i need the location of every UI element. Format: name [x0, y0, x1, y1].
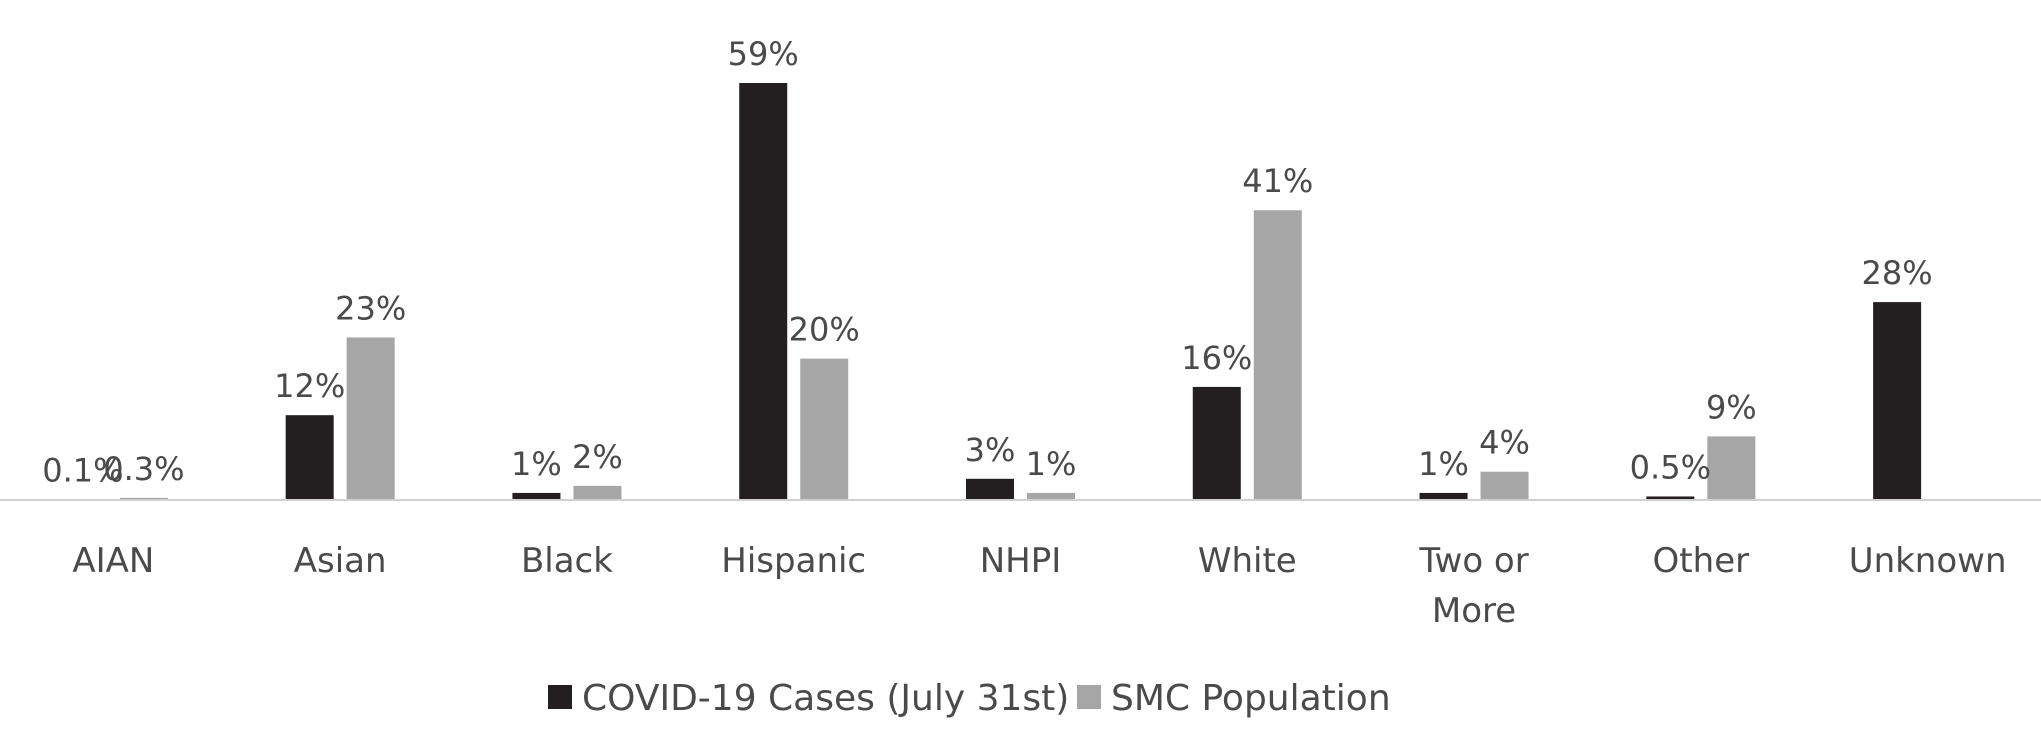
value-label-hispanic-smc-population: 20% [789, 311, 860, 349]
category-label-other: Other [1653, 541, 1750, 581]
bar-white-covid-cases [1192, 386, 1241, 500]
value-labels-layer: 0.1%0.3% 12% 23% 1% 2% 59% 20% 3% 1% 16% 41% 1% 4% 0.… [42, 35, 1932, 489]
value-label-black-covid-cases: 1% [511, 445, 562, 483]
bar-hispanic-smc-population [800, 358, 849, 500]
legend: COVID-19 Cases (July 31st) SMC Population [548, 678, 1391, 719]
value-label-aian-covid-cases: 0.1% [42, 451, 123, 489]
value-label-hispanic-covid-cases: 59% [728, 35, 799, 73]
bar-nhpi-covid-cases [966, 478, 1014, 500]
category-label-aian: AIAN [72, 541, 154, 581]
category-label-asian: Asian [294, 541, 387, 581]
bar-asian-smc-population [346, 337, 395, 500]
value-label-asian-covid-cases: 12% [274, 367, 345, 405]
category-label-white: White [1198, 541, 1297, 581]
category-label-hispanic: Hispanic [721, 541, 866, 581]
value-label-other-smc-population: 9% [1706, 388, 1757, 426]
bar-hispanic-covid-cases [739, 83, 788, 500]
bar-black-covid-cases [512, 492, 561, 500]
bar-black-smc-population [573, 485, 622, 500]
bar-two-or-more-smc-population [1480, 471, 1529, 500]
bars-layer [58, 83, 1922, 500]
bar-nhpi-smc-population [1027, 492, 1075, 500]
bar-unknown-covid-cases [1873, 302, 1922, 500]
category-label-black: Black [521, 541, 613, 581]
value-label-asian-smc-population: 23% [335, 289, 406, 327]
value-label-two-or-more-smc-population: 4% [1479, 424, 1530, 462]
value-label-black-smc-population: 2% [572, 438, 623, 476]
legend-label-covid-cases: COVID-19 Cases (July 31st) [582, 678, 1069, 719]
value-label-other-covid-cases: 0.5% [1630, 448, 1711, 486]
category-label-unknown: Unknown [1849, 541, 2007, 581]
bar-other-covid-cases [1646, 496, 1695, 500]
value-label-unknown-covid-cases: 28% [1862, 254, 1933, 292]
bar-white-smc-population [1253, 210, 1302, 500]
legend-swatch-smc-population [1077, 685, 1101, 709]
bar-aian-smc-population [119, 497, 168, 500]
bar-two-or-more-covid-cases [1419, 492, 1468, 500]
category-label-nhpi: NHPI [980, 541, 1062, 581]
legend-swatch-covid-cases [548, 685, 572, 709]
value-label-white-covid-cases: 16% [1181, 339, 1252, 377]
value-label-nhpi-smc-population: 1% [1026, 445, 1077, 483]
value-label-white-smc-population: 41% [1242, 162, 1313, 200]
category-label-two-or-more-line-2: More [1432, 591, 1516, 631]
bar-other-smc-population [1707, 436, 1756, 500]
category-labels-layer: AIAN Asian Black Hispanic NHPI White Two or Mor… [72, 541, 2006, 631]
category-label-two-or-more-line-1: Two or [1418, 541, 1528, 581]
value-label-two-or-more-covid-cases: 1% [1418, 445, 1469, 483]
bar-asian-covid-cases [285, 415, 334, 500]
legend-label-smc-population: SMC Population [1111, 678, 1391, 719]
value-label-nhpi-covid-cases: 3% [965, 431, 1016, 469]
value-label-aian-smc-population: 0.3% [103, 450, 184, 488]
